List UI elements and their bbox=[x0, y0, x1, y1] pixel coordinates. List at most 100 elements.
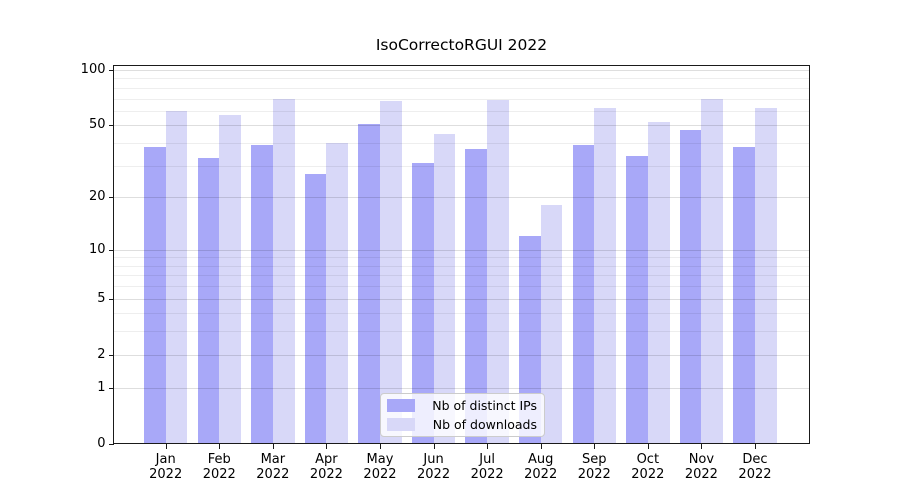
gridline-major-50 bbox=[113, 125, 810, 127]
gridline-minor-9 bbox=[113, 257, 810, 259]
x-tick-sep bbox=[594, 444, 596, 450]
bar-downloads-dec bbox=[754, 108, 777, 444]
legend-item-downloads: Nb of downloads bbox=[387, 417, 537, 433]
gridline-minor-30 bbox=[113, 165, 810, 167]
x-tick-jan bbox=[165, 444, 167, 450]
gridline-major-10 bbox=[113, 249, 810, 251]
legend: Nb of distinct IPs Nb of downloads bbox=[380, 393, 545, 437]
x-tick-year-sep: 2022 bbox=[577, 467, 611, 483]
gridline-major-100 bbox=[113, 70, 810, 71]
x-tick-year-feb: 2022 bbox=[202, 467, 236, 483]
x-tick-mar bbox=[272, 444, 274, 450]
bar-downloads-sep bbox=[594, 108, 616, 444]
legend-label-distinct-ips: Nb of distinct IPs bbox=[432, 397, 537, 413]
x-tick-year-jun: 2022 bbox=[417, 467, 451, 483]
y-tick-label-10: 10 bbox=[88, 241, 106, 257]
y-tick-10 bbox=[108, 249, 114, 251]
x-tick-year-apr: 2022 bbox=[309, 467, 343, 483]
x-tick-apr bbox=[326, 444, 328, 450]
legend-item-distinct-ips: Nb of distinct IPs bbox=[387, 398, 537, 414]
x-tick-year-may: 2022 bbox=[363, 467, 397, 483]
legend-label-downloads: Nb of downloads bbox=[432, 416, 537, 432]
gridline-minor-60 bbox=[113, 110, 810, 112]
bar-downloads-jul bbox=[487, 99, 509, 444]
bar-distinct-ips-nov bbox=[679, 130, 702, 444]
x-tick-label-dec: Dec 2022 bbox=[727, 452, 783, 483]
x-tick-may bbox=[379, 444, 381, 450]
x-tick-year-nov: 2022 bbox=[684, 467, 718, 483]
gridline-minor-80 bbox=[113, 87, 810, 89]
gridline-major-2 bbox=[113, 354, 810, 356]
x-tick-label-feb: Feb 2022 bbox=[191, 452, 247, 483]
x-tick-jul bbox=[487, 444, 489, 450]
bar-distinct-ips-dec bbox=[733, 147, 755, 444]
legend-swatch-distinct-ips bbox=[387, 399, 415, 412]
y-tick-label-0: 0 bbox=[97, 435, 106, 451]
y-tick-label-100: 100 bbox=[80, 62, 106, 77]
bar-distinct-ips-jun bbox=[411, 163, 434, 444]
x-tick-year-jul: 2022 bbox=[470, 467, 504, 483]
x-tick-label-sep: Sep 2022 bbox=[566, 452, 622, 483]
bar-distinct-ips-feb bbox=[197, 158, 220, 444]
x-tick-label-jun: Jun 2022 bbox=[406, 452, 462, 483]
x-tick-aug bbox=[540, 444, 542, 450]
bar-distinct-ips-aug bbox=[518, 236, 541, 444]
bar-downloads-apr bbox=[326, 143, 349, 444]
bar-distinct-ips-oct bbox=[626, 155, 648, 444]
x-tick-year-dec: 2022 bbox=[738, 467, 772, 483]
gridline-minor-90 bbox=[113, 78, 810, 80]
y-tick-100 bbox=[108, 70, 114, 71]
y-tick-1 bbox=[108, 387, 114, 389]
x-tick-label-jul: Jul 2022 bbox=[459, 452, 515, 483]
bar-downloads-feb bbox=[219, 114, 241, 444]
x-tick-year-mar: 2022 bbox=[256, 467, 290, 483]
y-tick-2 bbox=[108, 354, 114, 356]
x-tick-dec bbox=[754, 444, 756, 450]
x-tick-year-oct: 2022 bbox=[631, 467, 665, 483]
x-tick-oct bbox=[647, 444, 649, 450]
y-tick-5 bbox=[108, 298, 114, 300]
x-tick-year-aug: 2022 bbox=[524, 467, 558, 483]
bar-downloads-oct bbox=[647, 122, 670, 444]
x-tick-feb bbox=[219, 444, 221, 450]
y-tick-50 bbox=[108, 125, 114, 127]
y-tick-label-20: 20 bbox=[88, 189, 106, 205]
x-tick-label-mar: Mar 2022 bbox=[245, 452, 301, 483]
bar-downloads-mar bbox=[272, 98, 295, 444]
bar-downloads-jun bbox=[433, 133, 456, 444]
bar-distinct-ips-mar bbox=[251, 145, 273, 444]
bar-downloads-jan bbox=[165, 110, 188, 444]
x-tick-nov bbox=[701, 444, 703, 450]
x-tick-label-apr: Apr 2022 bbox=[298, 452, 354, 483]
y-tick-0 bbox=[108, 443, 114, 445]
x-tick-label-oct: Oct 2022 bbox=[620, 452, 676, 483]
gridline-major-5 bbox=[113, 298, 810, 300]
bar-distinct-ips-may bbox=[358, 123, 380, 444]
gridline-minor-4 bbox=[113, 313, 810, 315]
bar-downloads-may bbox=[379, 100, 402, 444]
gridline-major-20 bbox=[113, 197, 810, 199]
y-tick-label-2: 2 bbox=[97, 346, 106, 362]
gridline-minor-8 bbox=[113, 265, 810, 267]
x-tick-label-jan: Jan 2022 bbox=[138, 452, 194, 483]
gridline-major-1 bbox=[113, 387, 810, 389]
gridline-minor-7 bbox=[113, 275, 810, 277]
gridline-minor-40 bbox=[113, 143, 810, 144]
y-tick-label-1: 1 bbox=[97, 379, 106, 395]
gridline-minor-6 bbox=[113, 286, 810, 288]
bar-downloads-aug bbox=[540, 205, 563, 444]
y-tick-label-5: 5 bbox=[97, 290, 106, 306]
bar-distinct-ips-jul bbox=[465, 149, 488, 444]
bar-distinct-ips-sep bbox=[572, 145, 595, 444]
y-tick-label-50: 50 bbox=[88, 117, 106, 133]
x-tick-label-aug: Aug 2022 bbox=[513, 452, 569, 483]
x-tick-label-nov: Nov 2022 bbox=[673, 452, 729, 483]
bar-distinct-ips-jan bbox=[144, 147, 166, 444]
x-tick-jun bbox=[433, 444, 435, 450]
bar-downloads-nov bbox=[701, 98, 724, 444]
bar-distinct-ips-apr bbox=[304, 173, 327, 444]
x-tick-year-jan: 2022 bbox=[149, 467, 183, 483]
x-tick-label-may: May 2022 bbox=[352, 452, 408, 483]
chart-title: IsoCorrectoRGUI 2022 bbox=[375, 36, 548, 54]
